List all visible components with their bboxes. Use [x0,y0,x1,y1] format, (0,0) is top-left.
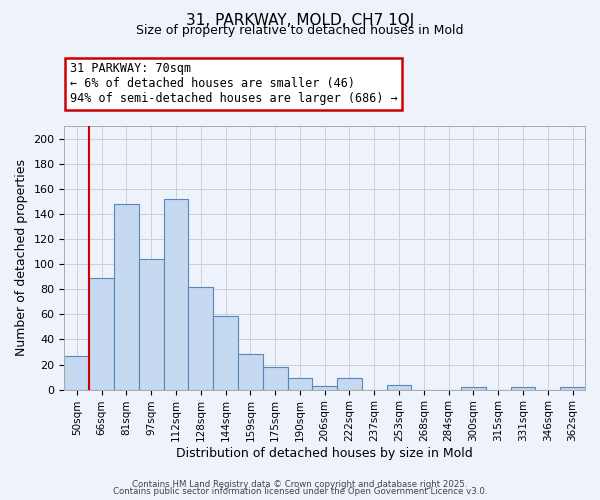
Bar [263,367,287,390]
Bar [89,278,114,390]
Bar [64,356,89,390]
Bar [188,287,213,390]
Bar [337,378,362,390]
Text: 31, PARKWAY, MOLD, CH7 1QJ: 31, PARKWAY, MOLD, CH7 1QJ [186,12,414,28]
Text: Size of property relative to detached houses in Mold: Size of property relative to detached ho… [136,24,464,37]
Bar [386,384,412,390]
X-axis label: Distribution of detached houses by size in Mold: Distribution of detached houses by size … [176,447,473,460]
Bar [560,387,585,390]
Text: Contains HM Land Registry data © Crown copyright and database right 2025.: Contains HM Land Registry data © Crown c… [132,480,468,489]
Bar [287,378,313,390]
Bar [511,387,535,390]
Text: Contains public sector information licensed under the Open Government Licence v3: Contains public sector information licen… [113,487,487,496]
Bar [213,316,238,390]
Y-axis label: Number of detached properties: Number of detached properties [15,160,28,356]
Bar [461,387,486,390]
Bar [238,354,263,390]
Bar [164,199,188,390]
Bar [114,204,139,390]
Text: 31 PARKWAY: 70sqm
← 6% of detached houses are smaller (46)
94% of semi-detached : 31 PARKWAY: 70sqm ← 6% of detached house… [70,62,397,105]
Bar [313,386,337,390]
Bar [139,259,164,390]
